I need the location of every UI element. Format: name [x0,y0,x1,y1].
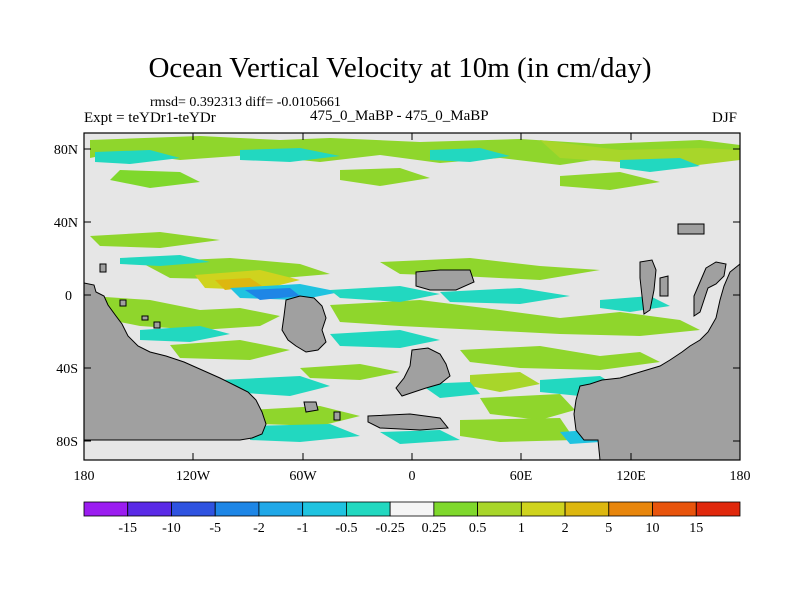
x-tick-label: 120E [616,469,646,484]
y-tick-label: 0 [65,289,72,304]
colorbar-label: -5 [209,521,221,536]
x-axis: 180 120W 60W 0 60E 120E 180 [74,133,751,484]
colorbar-box [127,501,172,517]
x-tick-label: 180 [74,469,95,484]
colorbar-box [564,501,610,517]
case-label: 475_0_MaBP - 475_0_MaBP [310,108,489,124]
map-plot-area [84,133,740,460]
experiment-label: Expt = teYDr1-teYDr [84,110,216,126]
y-tick-label: 40S [56,362,78,377]
colorbar-box [83,501,129,517]
colorbar-box [433,501,478,517]
colorbar-box [520,501,566,517]
land-masses [84,223,740,460]
x-tick-label: 0 [409,469,416,484]
colorbar-label: -0.25 [376,521,405,536]
colorbar-box [302,501,347,517]
colorbar: -15 -10 -5 -2 -1 -0.5 -0.25 0.25 0.5 1 2 5 10 15 [83,501,741,536]
colorbar-box [695,501,741,517]
colorbar-label: 1 [518,521,525,536]
negative-contours [95,148,700,444]
x-tick-label: 120W [176,469,211,484]
y-tick-label: 80S [56,435,78,450]
colorbar-label: -15 [118,521,137,536]
stats-line: rmsd= 0.392313 diff= -0.0105661 [150,95,341,110]
y-tick-label: 80N [54,143,78,158]
x-tick-label: 60W [289,469,317,484]
colorbar-label: 5 [605,521,612,536]
colorbar-label: -2 [253,521,265,536]
x-tick-label: 60E [510,469,533,484]
map-title: Ocean Vertical Velocity at 10m (in cm/da… [148,52,652,84]
colorbar-label: 2 [562,521,569,536]
colorbar-box [258,501,304,517]
season-label: DJF [712,110,738,126]
y-axis: 80N 40N 0 40S 80S [54,143,740,450]
colorbar-label: 0.5 [469,521,487,536]
colorbar-box [389,501,435,517]
colorbar-label: 10 [646,521,660,536]
colorbar-label: 0.25 [422,521,447,536]
x-tick-label: 180 [730,469,751,484]
y-tick-label: 40N [54,216,78,231]
colorbar-box [171,501,216,517]
colorbar-label: -1 [297,521,309,536]
colorbar-box [214,501,260,517]
colorbar-label: -10 [162,521,181,536]
colorbar-box [608,501,653,517]
colorbar-label: 15 [689,521,703,536]
colorbar-box [652,501,697,517]
colorbar-box [345,501,391,517]
colorbar-label: -0.5 [335,521,357,536]
colorbar-box [477,501,522,517]
